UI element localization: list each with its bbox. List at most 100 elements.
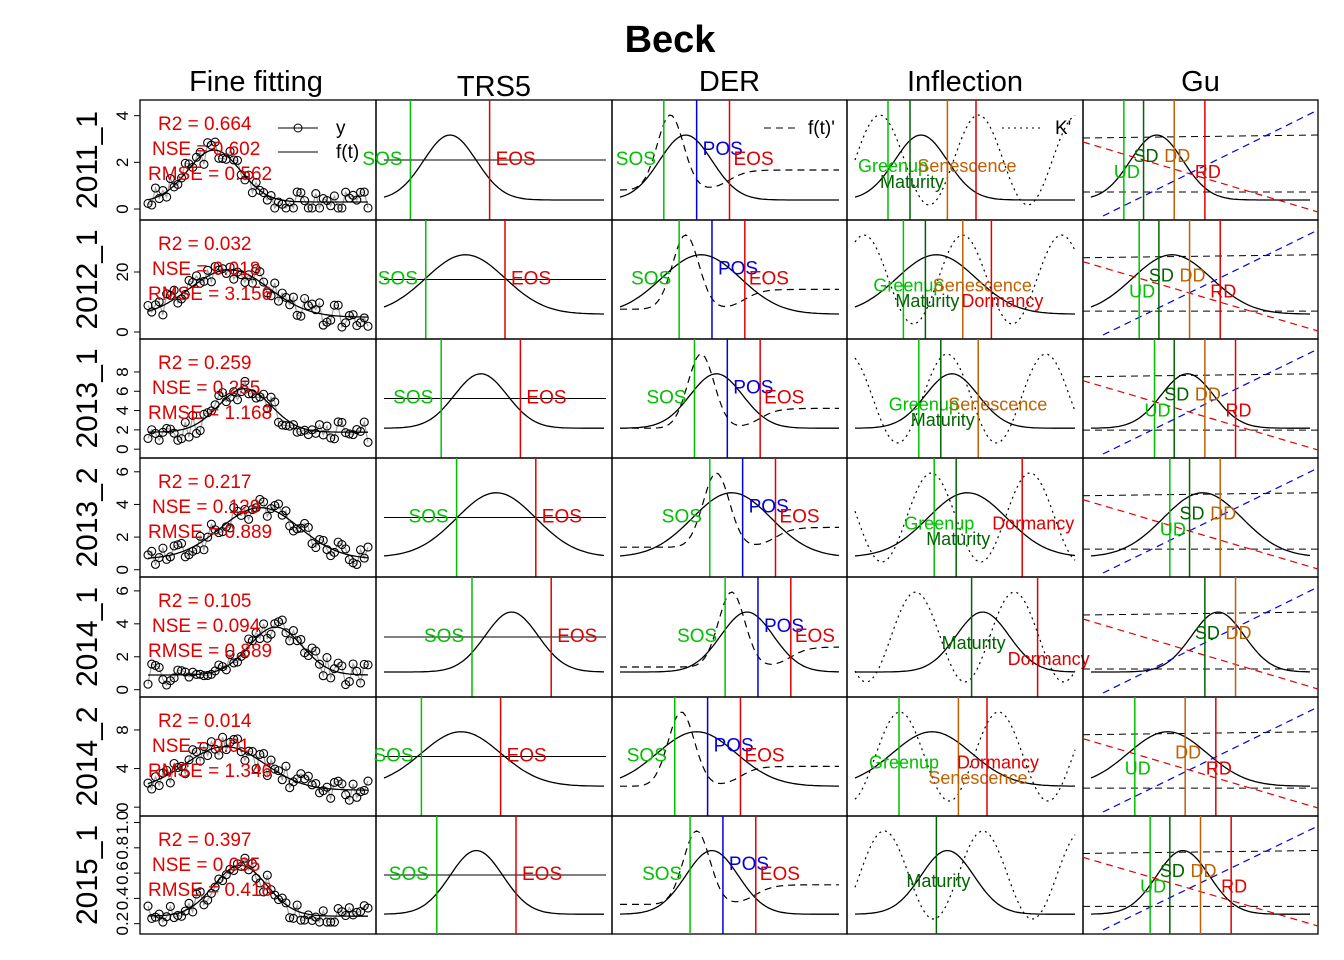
observation-point bbox=[150, 559, 161, 569]
panel-2013_2-0: R2 = 0.217 NSE = 0.129 RMSE = 0.889 bbox=[139, 457, 377, 578]
gu-curve bbox=[1090, 492, 1311, 557]
observation-point bbox=[244, 270, 254, 280]
maturity-label: Maturity bbox=[942, 633, 1006, 653]
gu-curve bbox=[1090, 134, 1310, 201]
trs-curve bbox=[383, 134, 604, 201]
observation-point bbox=[184, 432, 194, 442]
inflection-curve bbox=[854, 134, 1075, 201]
y-tick-label: 4 bbox=[113, 500, 132, 509]
observation-point bbox=[147, 546, 157, 556]
dd-label: DD bbox=[1191, 861, 1217, 881]
observation-point bbox=[337, 779, 347, 789]
observation-point bbox=[296, 311, 306, 321]
inflection-curve bbox=[854, 492, 1076, 557]
inflection-curve bbox=[854, 849, 1075, 915]
observation-point bbox=[311, 305, 321, 315]
maturity-label: Maturity bbox=[880, 172, 944, 192]
gu-curve bbox=[1091, 611, 1311, 673]
observation-point bbox=[173, 540, 183, 550]
eos-label: EOS bbox=[507, 745, 547, 766]
observation-point bbox=[162, 423, 172, 433]
observation-point bbox=[188, 162, 198, 172]
observation-point bbox=[344, 677, 354, 687]
inflection-curve bbox=[854, 731, 1075, 787]
observation-point bbox=[225, 262, 235, 272]
y-tick-label: 8 bbox=[113, 725, 132, 734]
observation-point bbox=[240, 755, 250, 766]
y-tick-label: 0 bbox=[113, 444, 132, 453]
observation-point bbox=[363, 776, 373, 786]
observation-point bbox=[214, 750, 224, 760]
observation-point bbox=[229, 658, 239, 668]
observation-point bbox=[232, 155, 243, 165]
curvature-rate-curve bbox=[854, 711, 1076, 802]
stat-nse: NSE = 0.129 bbox=[152, 497, 260, 518]
observation-point bbox=[251, 393, 261, 403]
observation-point bbox=[165, 552, 175, 562]
observation-point bbox=[273, 499, 284, 509]
der-curve bbox=[619, 731, 839, 787]
curvature-rate-curve bbox=[854, 830, 1076, 920]
legend-label-derivative: f(t)' bbox=[808, 118, 835, 139]
observation-point bbox=[341, 544, 351, 554]
eos-label: EOS bbox=[557, 626, 597, 647]
eos-label: EOS bbox=[764, 387, 804, 408]
observation-point bbox=[303, 203, 313, 213]
recovery-line bbox=[1102, 109, 1319, 217]
observation-point bbox=[288, 626, 298, 636]
maturity-label: Maturity bbox=[906, 871, 970, 891]
pos-label: POS bbox=[714, 736, 754, 757]
curvature-rate-curve bbox=[854, 353, 1076, 444]
derivative-curve bbox=[620, 830, 839, 905]
peak-line bbox=[1082, 373, 1319, 378]
observation-point bbox=[240, 853, 250, 863]
column-title: DER bbox=[699, 66, 760, 98]
der-curve bbox=[620, 611, 840, 673]
ud-label: UD bbox=[1140, 877, 1166, 897]
observation-point bbox=[251, 764, 261, 774]
ud-label: UD bbox=[1145, 400, 1171, 420]
observation-point bbox=[281, 898, 291, 908]
dd-label: DD bbox=[1195, 384, 1221, 404]
maturity-label: Maturity bbox=[911, 410, 975, 430]
panel-2014_1-1: SOS EOS bbox=[375, 576, 613, 698]
observation-point bbox=[322, 782, 332, 792]
sos-label: SOS bbox=[616, 149, 656, 170]
y-tick-label: 4 bbox=[113, 619, 132, 628]
senescence-label: Senescence bbox=[948, 394, 1047, 414]
observation-point bbox=[229, 155, 239, 165]
observation-point bbox=[221, 745, 231, 755]
y-tick-label: 0.6 bbox=[113, 861, 132, 885]
eos-label: EOS bbox=[779, 506, 819, 527]
column-titles: Fine fitting TRS5 DER Inflection Gu bbox=[189, 66, 1220, 103]
trs-curve bbox=[383, 254, 604, 315]
observation-point bbox=[288, 292, 298, 302]
derivative-curve bbox=[620, 472, 839, 548]
observation-point bbox=[143, 679, 153, 689]
row-label: 2011_1 bbox=[71, 111, 104, 209]
stat-r2: R2 = 0.664 bbox=[158, 114, 252, 135]
eos-label: EOS bbox=[522, 864, 562, 885]
observation-point bbox=[232, 395, 243, 405]
observation-point bbox=[184, 898, 194, 908]
observation-point bbox=[259, 497, 269, 507]
trs-curve bbox=[383, 492, 605, 557]
observation-point bbox=[188, 907, 198, 917]
senescence-rate-line bbox=[1082, 618, 1319, 690]
panel-2014_2-0: R2 = 0.014 NSE = 0.01 RMSE = 1.346 bbox=[139, 696, 377, 817]
observation-line bbox=[147, 619, 369, 686]
sos-label: SOS bbox=[677, 626, 717, 647]
observation-point bbox=[337, 661, 347, 671]
observation-point bbox=[277, 615, 287, 625]
sd-label: SD bbox=[1149, 265, 1174, 285]
observation-point bbox=[199, 742, 209, 752]
observation-point bbox=[292, 187, 302, 197]
stat-r2: R2 = 0.032 bbox=[158, 234, 252, 255]
observation-point bbox=[326, 917, 336, 927]
sos-label: SOS bbox=[627, 745, 667, 766]
observation-point bbox=[184, 755, 194, 765]
fitted-curve bbox=[147, 268, 368, 318]
y-tick-label: 6 bbox=[113, 387, 132, 396]
